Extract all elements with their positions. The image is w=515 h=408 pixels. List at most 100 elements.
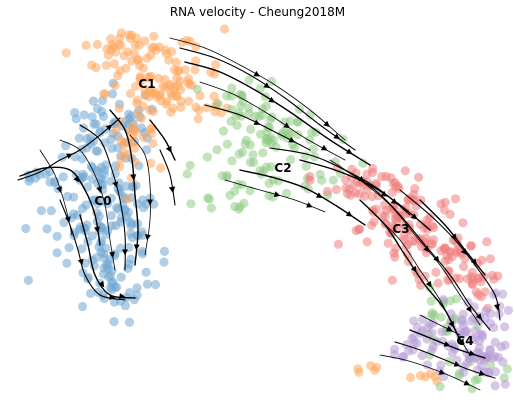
cell-point-c4: [477, 332, 487, 342]
cell-point-c4: [458, 309, 468, 319]
velocity-arrowhead: [64, 216, 71, 223]
cell-point-c2: [182, 169, 192, 179]
cell-point-c0: [95, 128, 105, 138]
velocity-arrowhead: [445, 325, 453, 332]
cell-point-c0: [77, 244, 87, 254]
cluster-label-c4: C4: [456, 334, 473, 348]
cell-point-c2: [234, 149, 244, 159]
cluster-label-c0: C0: [94, 194, 111, 208]
cell-point-c4: [409, 316, 419, 326]
cell-point-c2: [467, 384, 477, 394]
cell-point-c0: [107, 89, 118, 99]
cell-point-c3: [393, 211, 403, 221]
cell-point-c0: [78, 301, 88, 312]
cell-point-c0: [85, 288, 96, 299]
cell-point-c2: [305, 110, 315, 120]
velocity-arrowhead: [425, 280, 432, 288]
cell-point-c3: [458, 218, 468, 228]
velocity-arrowhead: [98, 280, 105, 288]
cell-point-c0: [46, 206, 56, 216]
cell-point-c2: [222, 91, 232, 101]
velocity-arrowhead: [119, 293, 126, 300]
cell-point-c3: [322, 186, 332, 197]
cell-point-c2: [328, 175, 338, 185]
cell-point-c1: [193, 114, 203, 124]
cell-point-c3: [355, 224, 365, 234]
cell-point-c2: [192, 84, 202, 94]
cell-point-c0: [111, 220, 121, 231]
cell-point-c3: [410, 184, 420, 194]
cell-point-c1: [114, 103, 124, 113]
cell-point-c0: [121, 181, 132, 191]
velocity-arrowhead: [380, 190, 388, 197]
velocity-arrowhead: [410, 213, 418, 220]
cell-point-c2: [236, 111, 246, 121]
cell-point-c1: [143, 72, 153, 82]
cell-point-c3: [331, 184, 341, 195]
cell-point-c4: [412, 338, 422, 348]
cell-point-c1: [146, 129, 156, 139]
velocity-arrowhead: [423, 245, 430, 253]
cell-point-c1: [61, 48, 71, 58]
cell-point-c0: [85, 133, 96, 143]
cell-point-c2: [239, 198, 249, 208]
velocity-streamline: [299, 159, 431, 231]
cell-point-c0: [142, 279, 152, 289]
cell-point-c2: [246, 124, 256, 134]
cell-point-c0: [115, 187, 125, 197]
cell-point-c4: [500, 322, 510, 332]
velocity-arrowhead: [165, 145, 172, 153]
cell-point-c2: [261, 101, 271, 111]
cluster-label-c1: C1: [138, 77, 155, 91]
cell-point-c0: [150, 279, 161, 290]
velocity-streamline: [149, 119, 176, 161]
cell-point-c2: [244, 75, 254, 85]
cell-point-c0: [106, 211, 116, 221]
cell-point-c2: [338, 134, 348, 144]
cell-point-c1: [123, 194, 133, 204]
cell-point-c3: [473, 273, 483, 283]
cell-point-c3: [419, 223, 429, 233]
cell-point-c2: [425, 282, 435, 293]
velocity-arrowhead: [133, 244, 140, 251]
cell-point-c4: [452, 355, 462, 365]
cell-point-c3: [482, 237, 492, 247]
cell-point-c3: [362, 237, 372, 247]
cell-point-c0: [159, 257, 169, 267]
cell-point-c3: [368, 205, 378, 215]
cell-point-c1: [180, 65, 190, 75]
cell-point-c0: [74, 133, 84, 143]
cell-point-c1: [353, 364, 363, 374]
cell-point-c3: [446, 247, 456, 257]
cell-point-c0: [52, 231, 62, 241]
cell-point-c4: [422, 334, 432, 344]
velocity-arrowhead: [253, 70, 261, 77]
cell-point-c1: [125, 89, 136, 99]
velocity-arrowhead: [96, 186, 102, 193]
cell-point-c2: [293, 130, 303, 140]
cell-point-c4: [459, 367, 469, 377]
cluster-labels-layer: C0 C1 C2 C3 C4: [94, 77, 473, 348]
cell-point-c3: [381, 205, 391, 216]
cell-point-c1: [119, 148, 129, 158]
cell-point-c0: [87, 163, 97, 173]
cell-point-c2: [265, 115, 275, 125]
cell-point-c3: [440, 256, 450, 266]
velocity-arrowhead: [130, 174, 137, 181]
cell-point-c4: [417, 350, 427, 361]
velocity-arrowhead: [433, 255, 440, 263]
cell-point-c4: [437, 327, 447, 337]
streamlines-layer: [17, 37, 501, 391]
cell-point-c2: [285, 116, 295, 126]
cell-point-c1: [164, 55, 174, 65]
cell-point-c2: [261, 138, 271, 148]
cell-point-c1: [110, 80, 120, 90]
cell-point-c0: [87, 112, 97, 122]
velocity-arrowhead: [288, 136, 296, 143]
cell-point-c0: [77, 154, 87, 164]
velocity-arrowhead: [65, 153, 73, 160]
velocity-arrowhead: [323, 120, 330, 127]
cell-point-c2: [222, 139, 232, 149]
cell-point-c3: [333, 239, 343, 249]
velocity-arrowhead: [283, 122, 291, 129]
